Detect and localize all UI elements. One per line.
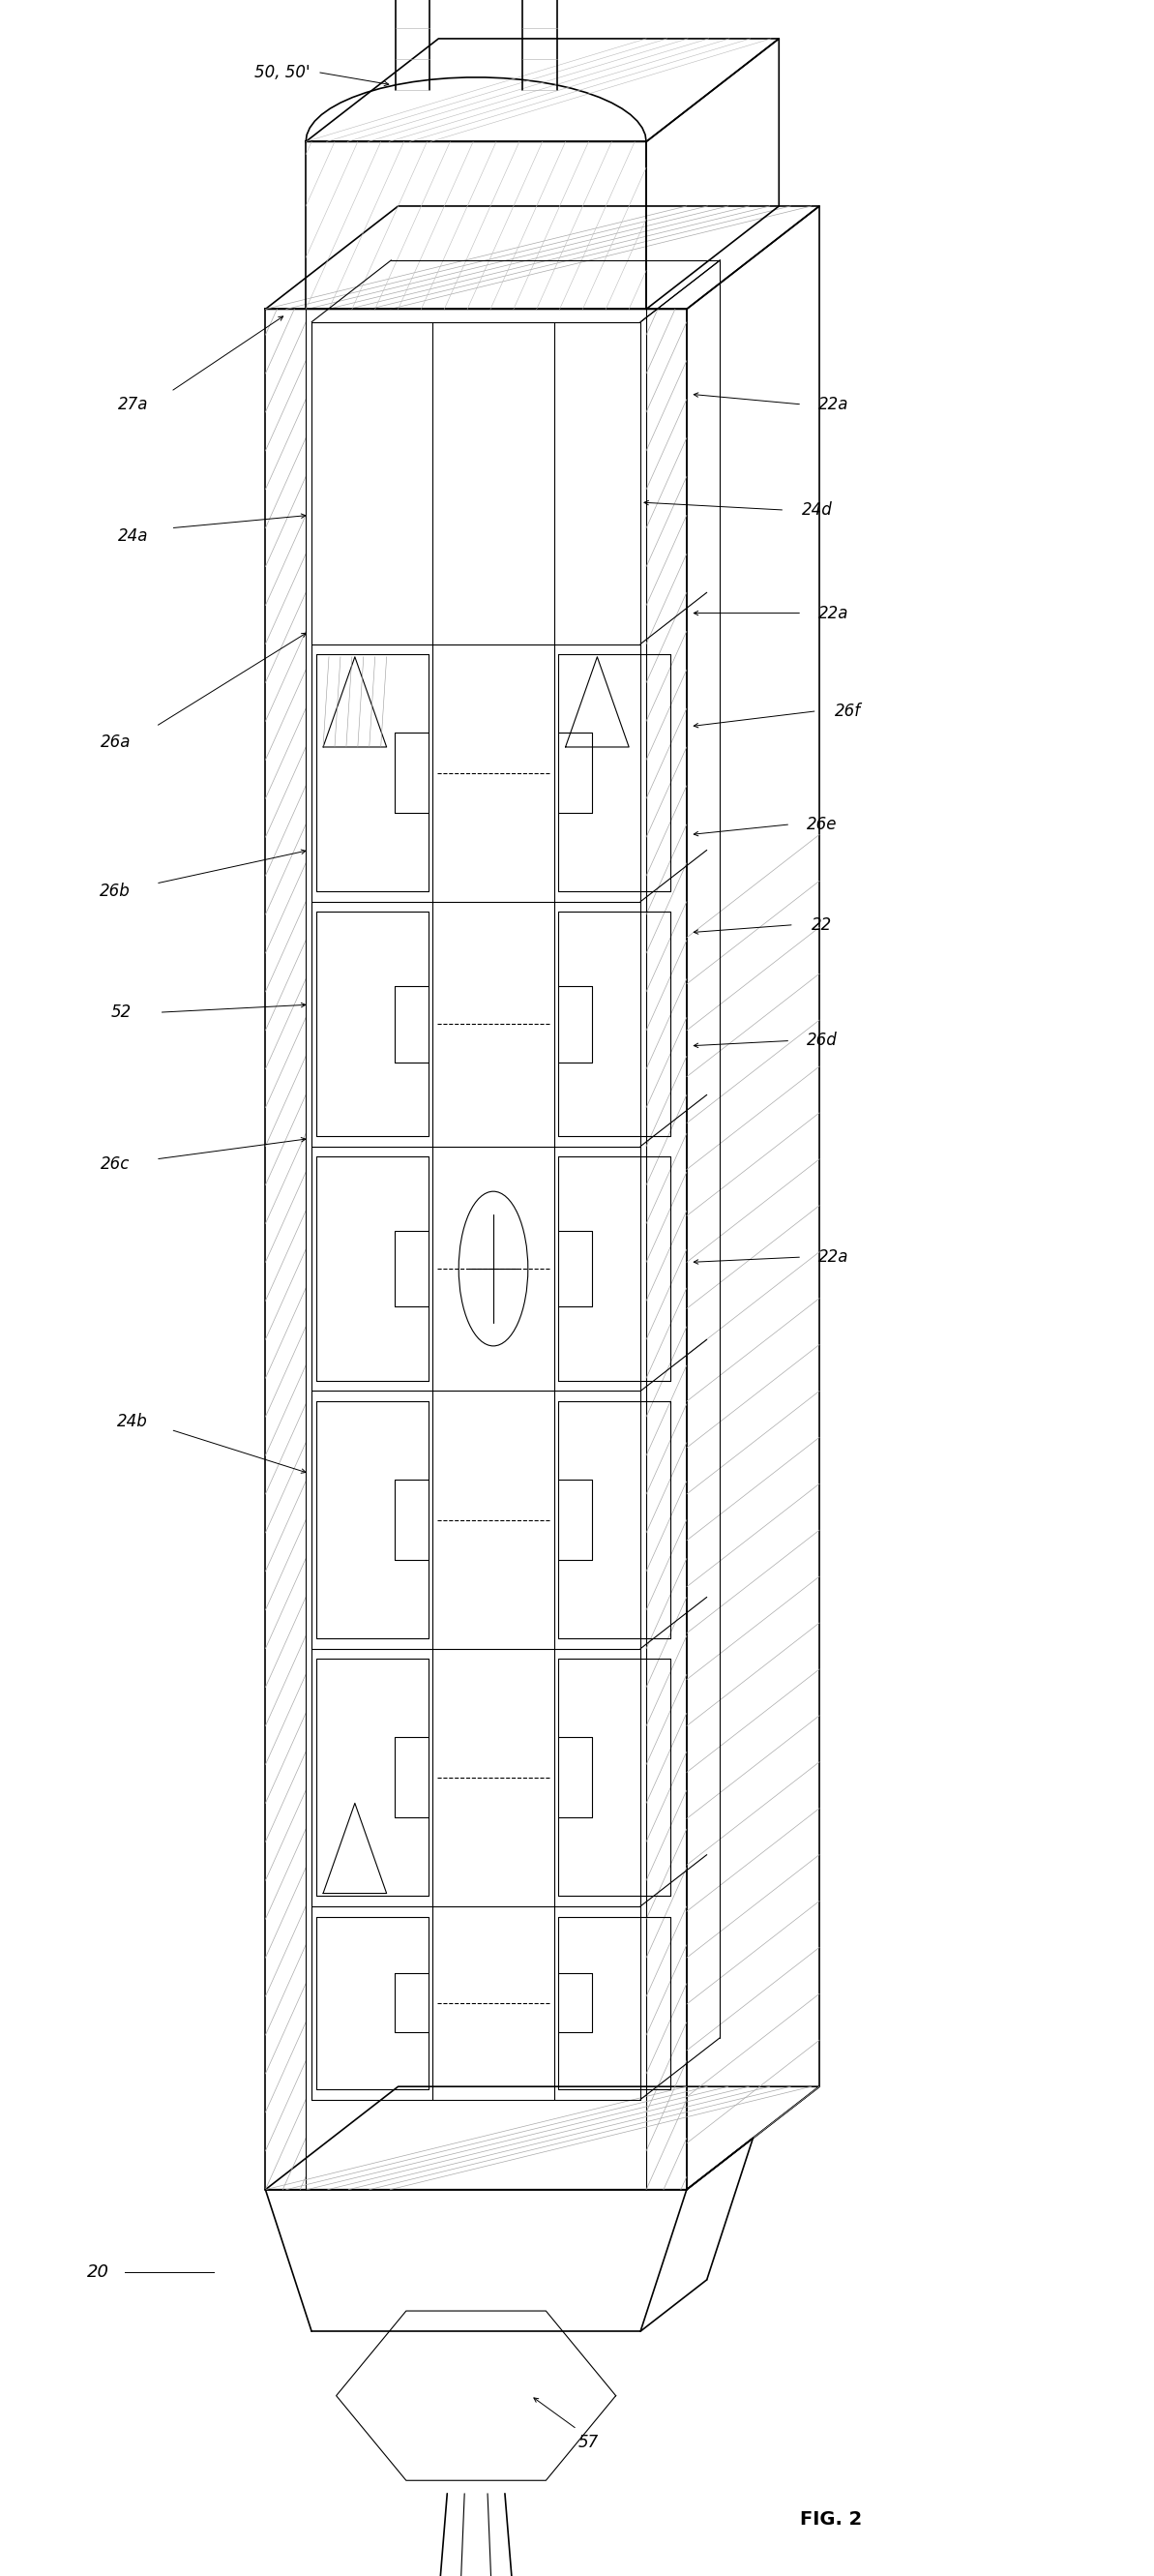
- Text: 26f: 26f: [835, 703, 861, 719]
- Text: 22a: 22a: [818, 605, 848, 621]
- Text: 26e: 26e: [807, 817, 837, 832]
- Text: 22a: 22a: [818, 397, 848, 412]
- Text: 22a: 22a: [818, 1249, 848, 1265]
- Text: 26b: 26b: [100, 884, 130, 899]
- Text: 50, 50': 50, 50': [255, 64, 310, 80]
- Text: 24d: 24d: [802, 502, 832, 518]
- Text: 20: 20: [87, 2264, 110, 2280]
- Text: 26c: 26c: [100, 1157, 130, 1172]
- Text: 26a: 26a: [100, 734, 130, 750]
- Text: 27a: 27a: [118, 397, 148, 412]
- Text: 24b: 24b: [118, 1414, 148, 1430]
- Text: 52: 52: [111, 1005, 132, 1020]
- Text: FIG. 2: FIG. 2: [800, 2509, 862, 2530]
- Text: 24a: 24a: [118, 528, 148, 544]
- Text: 22: 22: [811, 917, 832, 933]
- Text: 26d: 26d: [807, 1033, 837, 1048]
- Text: 57: 57: [578, 2434, 599, 2450]
